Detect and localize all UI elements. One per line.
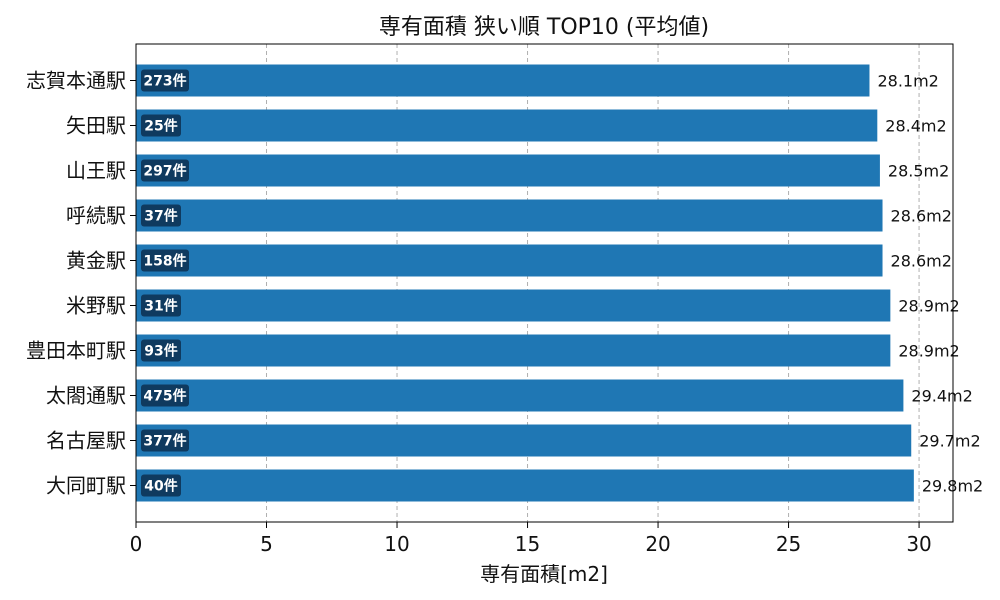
- count-badge: [141, 69, 189, 92]
- count-label: 93件: [144, 343, 177, 360]
- bar: [136, 64, 870, 97]
- bar: [136, 334, 891, 367]
- y-tick-label: 志賀本通駅: [26, 69, 126, 93]
- value-label: 28.6m2: [891, 207, 952, 226]
- value-label: 28.6m2: [891, 252, 952, 271]
- value-label: 28.4m2: [885, 117, 946, 136]
- bar: [136, 109, 878, 142]
- plot-frame: [135, 43, 954, 523]
- chart-title: 専有面積 狭い順 TOP10 (平均値): [379, 15, 709, 40]
- bar: [136, 469, 914, 502]
- bar: [136, 424, 912, 457]
- x-tick-label: 20: [645, 532, 670, 556]
- value-label: 28.5m2: [888, 162, 949, 181]
- count-label: 158件: [143, 253, 186, 270]
- value-label: 29.7m2: [919, 432, 980, 451]
- count-label: 25件: [144, 118, 177, 135]
- count-label: 31件: [144, 298, 177, 315]
- y-tick-label: 呼続駅: [66, 204, 126, 228]
- count-label: 273件: [143, 73, 186, 90]
- bar: [136, 289, 891, 322]
- value-label: 28.9m2: [898, 342, 959, 361]
- y-tick-label: 豊田本町駅: [26, 339, 126, 363]
- x-axis-ticks: 0 5 10 15 20 25 30: [130, 522, 932, 556]
- count-label: 37件: [144, 208, 177, 225]
- count-badge: [141, 339, 181, 362]
- y-tick-label: 太閤通駅: [46, 384, 126, 408]
- count-label: 297件: [143, 163, 186, 180]
- count-label: 475件: [143, 388, 186, 405]
- y-tick-label: 矢田駅: [66, 114, 126, 138]
- count-badge: [141, 474, 181, 497]
- x-tick-label: 10: [384, 532, 409, 556]
- count-badge: [141, 114, 181, 137]
- x-tick-label: 25: [776, 532, 801, 556]
- count-badge: [141, 384, 189, 407]
- y-tick-label: 黄金駅: [66, 249, 126, 273]
- x-tick-label: 15: [515, 532, 540, 556]
- y-tick-label: 名古屋駅: [46, 429, 126, 453]
- x-tick-label: 5: [260, 532, 273, 556]
- bar: [136, 379, 904, 412]
- count-label: 40件: [144, 478, 177, 495]
- count-badge: [141, 249, 189, 272]
- count-badge: [141, 429, 189, 452]
- count-badge: [141, 294, 181, 317]
- y-tick-label: 米野駅: [66, 294, 126, 318]
- bar: [136, 154, 880, 187]
- count-badge: [141, 159, 189, 182]
- count-label: 377件: [143, 433, 186, 450]
- y-tick-label: 山王駅: [66, 159, 126, 183]
- bar: [136, 244, 883, 277]
- value-label: 28.1m2: [877, 72, 938, 91]
- value-label: 29.4m2: [911, 387, 972, 406]
- count-badge: [141, 204, 181, 227]
- x-tick-label: 30: [906, 532, 931, 556]
- value-label: 28.9m2: [898, 297, 959, 316]
- y-tick-label: 大同町駅: [46, 474, 126, 498]
- x-axis-label: 専有面積[m2]: [480, 562, 608, 586]
- x-tick-label: 0: [130, 532, 143, 556]
- bar: [136, 199, 883, 232]
- bars: [136, 64, 914, 502]
